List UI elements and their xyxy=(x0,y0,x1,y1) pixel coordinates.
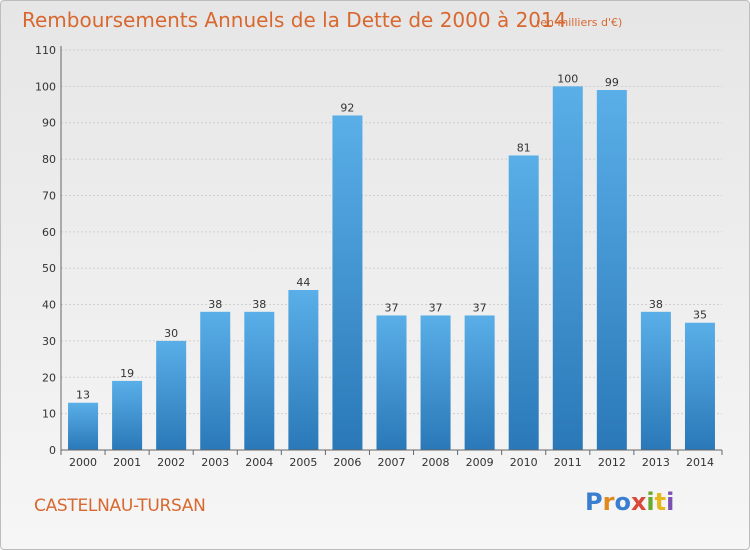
x-tick-label-2003: 2003 xyxy=(201,456,229,469)
x-tick-label-2009: 2009 xyxy=(466,456,494,469)
data-label-2008: 37 xyxy=(429,301,443,314)
data-label-2013: 38 xyxy=(649,298,663,311)
y-tick-label: 0 xyxy=(49,444,56,457)
bar-2010[interactable] xyxy=(508,155,539,451)
data-label-2006: 92 xyxy=(340,101,354,114)
y-tick-label: 100 xyxy=(35,80,56,93)
bar-2000[interactable] xyxy=(68,402,99,450)
y-tick-label: 20 xyxy=(42,371,56,384)
proxiti-logo[interactable]: Proxiti xyxy=(585,488,675,516)
bar-2012[interactable] xyxy=(596,90,627,450)
y-tick-label: 40 xyxy=(42,299,56,312)
data-label-2014: 35 xyxy=(693,309,707,322)
x-tick-label-2007: 2007 xyxy=(378,456,406,469)
bar-2003[interactable] xyxy=(200,311,231,450)
x-tick-label-2010: 2010 xyxy=(510,456,538,469)
data-label-2004: 38 xyxy=(252,298,266,311)
data-label-2005: 44 xyxy=(296,276,310,289)
bars xyxy=(68,86,715,451)
bar-2007[interactable] xyxy=(376,315,407,450)
city-name: CASTELNAU-TURSAN xyxy=(34,496,206,516)
bar-2009[interactable] xyxy=(464,315,495,450)
bar-2011[interactable] xyxy=(552,86,583,450)
data-label-2010: 81 xyxy=(517,141,531,154)
x-axis-ticks: 2000 2001 2002 2003 2004 2005 2006 2007 2008 2009… xyxy=(60,450,723,469)
y-tick-label: 90 xyxy=(42,117,56,130)
x-tick-label-2002: 2002 xyxy=(157,456,185,469)
data-label-2007: 37 xyxy=(385,301,399,314)
x-tick-label-2006: 2006 xyxy=(333,456,361,469)
data-label-2002: 30 xyxy=(164,327,178,340)
bar-2014[interactable] xyxy=(684,322,715,450)
x-tick-label-2008: 2008 xyxy=(422,456,450,469)
y-tick-label: 110 xyxy=(35,44,56,57)
data-label-2011: 100 xyxy=(557,72,578,85)
y-tick-label: 10 xyxy=(42,408,56,421)
data-label-2012: 99 xyxy=(605,76,619,89)
x-tick-label-2000: 2000 xyxy=(69,456,97,469)
chart-title: Remboursements Annuels de la Dette de 20… xyxy=(22,8,567,32)
x-tick-label-2001: 2001 xyxy=(113,456,141,469)
x-tick-label-2013: 2013 xyxy=(642,456,670,469)
y-tick-label: 50 xyxy=(42,262,56,275)
x-tick-label-2014: 2014 xyxy=(686,456,714,469)
y-tick-label: 30 xyxy=(42,335,56,348)
data-labels: 13 19 30 38 38 44 92 37 37 37 81 100 99 38 35 xyxy=(76,72,707,401)
x-tick-label-2004: 2004 xyxy=(245,456,273,469)
chart-subtitle: (en milliers d'€) xyxy=(536,16,623,29)
x-tick-label-2011: 2011 xyxy=(554,456,582,469)
bar-2008[interactable] xyxy=(420,315,451,450)
y-tick-label: 80 xyxy=(42,153,56,166)
bar-2006[interactable] xyxy=(332,115,363,451)
y-tick-label: 70 xyxy=(42,189,56,202)
bar-2005[interactable] xyxy=(288,290,319,450)
x-tick-label-2012: 2012 xyxy=(598,456,626,469)
y-axis-ticks: 0 10 20 30 40 50 60 70 80 90 100 110 xyxy=(35,44,56,457)
bar-2013[interactable] xyxy=(640,311,671,450)
data-label-2009: 37 xyxy=(473,301,487,314)
x-tick-label-2005: 2005 xyxy=(289,456,317,469)
bar-2004[interactable] xyxy=(244,311,275,450)
bar-2001[interactable] xyxy=(112,380,143,450)
y-tick-label: 60 xyxy=(42,226,56,239)
data-label-2000: 13 xyxy=(76,389,90,402)
bar-2002[interactable] xyxy=(156,340,187,450)
data-label-2001: 19 xyxy=(120,367,134,380)
data-label-2003: 38 xyxy=(208,298,222,311)
